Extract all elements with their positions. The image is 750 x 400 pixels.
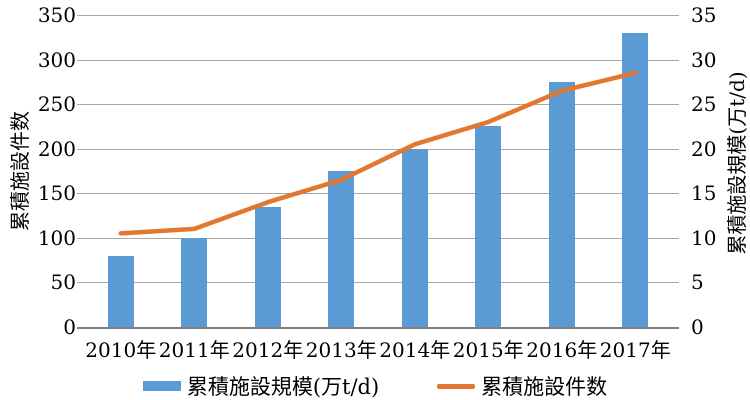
left-axis-tick-label: 100 (37, 225, 76, 250)
right-axis-title: 累積施設規模(万t/d) (725, 71, 749, 255)
gridline (77, 104, 679, 106)
right-axis-tick-label: 35 (691, 3, 717, 27)
bar-swatch-icon (142, 381, 181, 391)
right-axis-tick-label: 5 (691, 270, 704, 295)
x-axis-label: 2013年 (305, 338, 377, 362)
legend-label-line: 累積施設件数 (481, 375, 608, 399)
left-axis-tick-label: 150 (37, 181, 76, 206)
right-axis-tick-label: 10 (691, 225, 717, 250)
legend-item-bar: 累積施設規模(万t/d) (142, 371, 380, 400)
bar-2014年 (401, 148, 428, 327)
bar-2016年 (548, 81, 575, 327)
x-axis-label: 2011年 (158, 338, 230, 362)
gridline (77, 59, 679, 61)
gridline (77, 148, 679, 150)
gridline (77, 237, 679, 239)
gridline (77, 282, 679, 284)
x-axis-label: 2017年 (599, 338, 671, 362)
x-axis-label: 2014年 (379, 338, 451, 362)
line-path (118, 70, 638, 236)
right-axis-tick-label: 30 (691, 47, 717, 72)
legend-label-bar: 累積施設規模(万t/d) (186, 375, 380, 399)
left-axis-tick-label: 200 (37, 136, 76, 161)
bar-2013年 (328, 171, 355, 327)
left-axis-tick-label: 50 (50, 270, 76, 295)
bar-2012年 (254, 206, 281, 327)
left-axis-tick-label: 0 (63, 315, 76, 339)
line-series (118, 70, 638, 236)
left-axis-title: 累積施設件数 (8, 111, 32, 231)
legend: 累積施設規模(万t/d) 累積施設件数 (0, 372, 750, 400)
bar-2011年 (181, 237, 208, 327)
right-axis-tick-label: 0 (691, 315, 704, 339)
left-axis-tick-label: 300 (37, 47, 76, 72)
x-axis-label: 2012年 (232, 338, 304, 362)
gridline (77, 327, 679, 329)
bar-2010年 (107, 255, 134, 327)
plot-area (77, 15, 679, 329)
left-axis-tick-label: 250 (37, 92, 76, 117)
gridline (77, 193, 679, 195)
right-axis-tick-label: 20 (691, 136, 717, 161)
x-axis-label: 2015年 (452, 338, 524, 362)
gridline (77, 15, 679, 16)
left-axis-tick-label: 350 (37, 3, 76, 27)
right-axis-tick-label: 15 (691, 181, 717, 206)
legend-item-line: 累積施設件数 (437, 371, 607, 400)
line-swatch-icon (437, 383, 476, 389)
right-axis-tick-label: 25 (691, 92, 717, 117)
bar-2017年 (622, 32, 649, 327)
x-axis-label: 2010年 (85, 338, 157, 362)
x-axis-label: 2016年 (526, 338, 598, 362)
bar-2015年 (475, 126, 502, 327)
